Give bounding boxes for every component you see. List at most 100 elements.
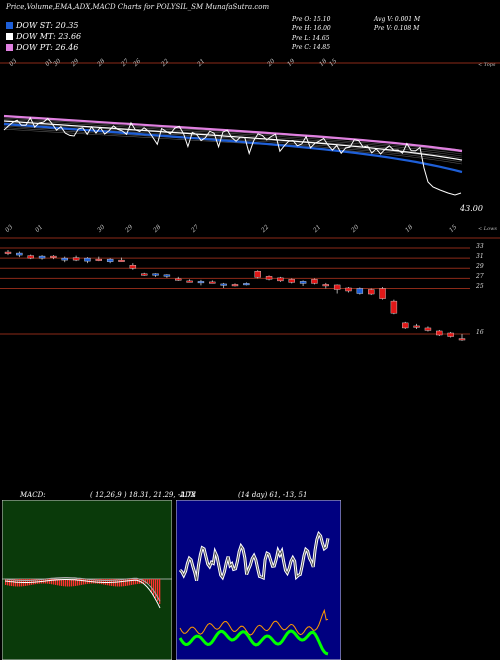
macd-histogram-bar: [73, 579, 75, 587]
candle-body: [379, 288, 386, 299]
chart-title: Price,Volume,EMA,ADX,MACD Charts for POL…: [6, 3, 270, 11]
macd-histogram-bar: [83, 579, 85, 585]
macd-histogram-bar: [5, 579, 7, 585]
macd-histogram-bar: [15, 579, 17, 587]
legend-label: DOW MT: 23.66: [16, 32, 82, 41]
candle-body: [390, 300, 398, 314]
macd-histogram-bar: [129, 579, 131, 586]
candle-body: [106, 258, 114, 262]
candle-body: [197, 281, 205, 284]
macd-label: MACD:: [20, 491, 46, 499]
candle-body: [288, 279, 295, 283]
legend-item: DOW PT: 26.46: [6, 37, 78, 56]
candle-body: [84, 257, 91, 262]
candle-body: [436, 330, 443, 336]
candle-body: [140, 273, 148, 276]
macd-histogram-bar: [55, 579, 57, 585]
macd-histogram-bar: [57, 579, 59, 586]
price-level-label: 25: [476, 283, 484, 291]
candle-body: [277, 277, 284, 282]
macd-histogram-bar: [101, 579, 103, 585]
macd-histogram-bar: [99, 579, 101, 584]
macd-histogram-bar: [103, 579, 105, 585]
macd-histogram-bar: [9, 579, 11, 586]
candle-body: [4, 251, 12, 254]
ema-band-line: [3, 119, 463, 153]
macd-histogram-bar: [77, 579, 79, 586]
macd-signal-line: [4, 577, 161, 602]
macd-chart: [2, 500, 172, 660]
price-level-label: 27: [476, 273, 484, 281]
macd-histogram-bar: [151, 579, 153, 592]
candle-body: [129, 265, 137, 269]
adx-plus-di-line: [178, 629, 329, 656]
price-level-label: 29: [476, 263, 484, 271]
macd-histogram-bar: [159, 579, 161, 604]
macd-histogram-bar: [153, 579, 155, 595]
legend-item: DOW ST: 20.35: [6, 15, 78, 34]
macd-histogram-bar: [127, 579, 129, 586]
price-chart: [0, 62, 500, 341]
candle-body: [447, 332, 454, 337]
stat-line: Pre H: 16.00: [292, 25, 331, 33]
macd-histogram-bar: [117, 579, 119, 587]
candle-body: [231, 284, 239, 287]
candle-body: [61, 257, 68, 261]
last-price-label: 43.00: [460, 204, 483, 213]
candle-body: [356, 288, 364, 294]
macd-histogram-bar: [141, 579, 143, 584]
adx-chart: [176, 500, 341, 660]
stat-line: Pre O: 15.10: [292, 16, 331, 23]
stat-line: Pre L: 14.65: [292, 34, 330, 42]
candle-body: [152, 273, 159, 276]
macd-histogram-bar: [51, 579, 53, 585]
macd-histogram-bar: [147, 579, 149, 584]
candle-body: [254, 271, 261, 278]
candle-body: [424, 327, 432, 331]
macd-histogram-bar: [13, 579, 15, 587]
macd-histogram-bar: [145, 579, 147, 584]
adx-label: ADX: [180, 491, 196, 499]
candle-body: [458, 338, 466, 341]
candle-body: [345, 287, 352, 292]
candle-body: [402, 322, 409, 329]
macd-params: ( 12,26,9 ) 18.31, 21.29, -2.78: [90, 491, 196, 499]
price-line: [3, 116, 462, 196]
macd-histogram-bar: [67, 579, 69, 587]
candle-body: [186, 280, 193, 283]
candle-body: [368, 289, 375, 295]
candle-body: [413, 325, 420, 328]
candle-body: [27, 255, 34, 259]
macd-histogram-bar: [79, 579, 81, 586]
macd-histogram-bar: [137, 579, 139, 584]
stat-line: Pre C: 14.85: [292, 43, 331, 51]
candle-body: [220, 283, 227, 286]
macd-histogram-bar: [131, 579, 133, 585]
candle-body: [175, 278, 182, 281]
macd-histogram-bar: [75, 579, 77, 586]
candle-body: [322, 284, 329, 287]
macd-histogram-bar: [53, 579, 55, 585]
legend-label: DOW PT: 26.46: [16, 43, 79, 52]
candle-body: [16, 252, 23, 256]
macd-histogram-bar: [121, 579, 123, 587]
ema-pt-line: [3, 114, 463, 153]
candle-body: [38, 255, 46, 259]
adx-minus-di-line: [179, 608, 329, 636]
macd-histogram-bar: [119, 579, 121, 587]
price-level-label: 31: [476, 253, 484, 261]
candle-body: [311, 279, 318, 284]
macd-histogram-bar: [135, 579, 137, 585]
candle-body: [163, 274, 171, 277]
legend-swatch: [6, 44, 13, 51]
macd-histogram-bar: [61, 579, 63, 586]
ema-mt-line: [3, 120, 463, 161]
macd-histogram-bar: [69, 579, 71, 587]
macd-histogram-bar: [71, 579, 73, 587]
macd-histogram-bar: [63, 579, 65, 587]
macd-histogram-bar: [149, 579, 151, 584]
legend-item: DOW MT: 23.66: [6, 26, 81, 45]
candle-body: [243, 283, 250, 286]
macd-histogram-bar: [85, 579, 87, 585]
stat-line: Avg V: 0.001 M: [374, 16, 421, 23]
